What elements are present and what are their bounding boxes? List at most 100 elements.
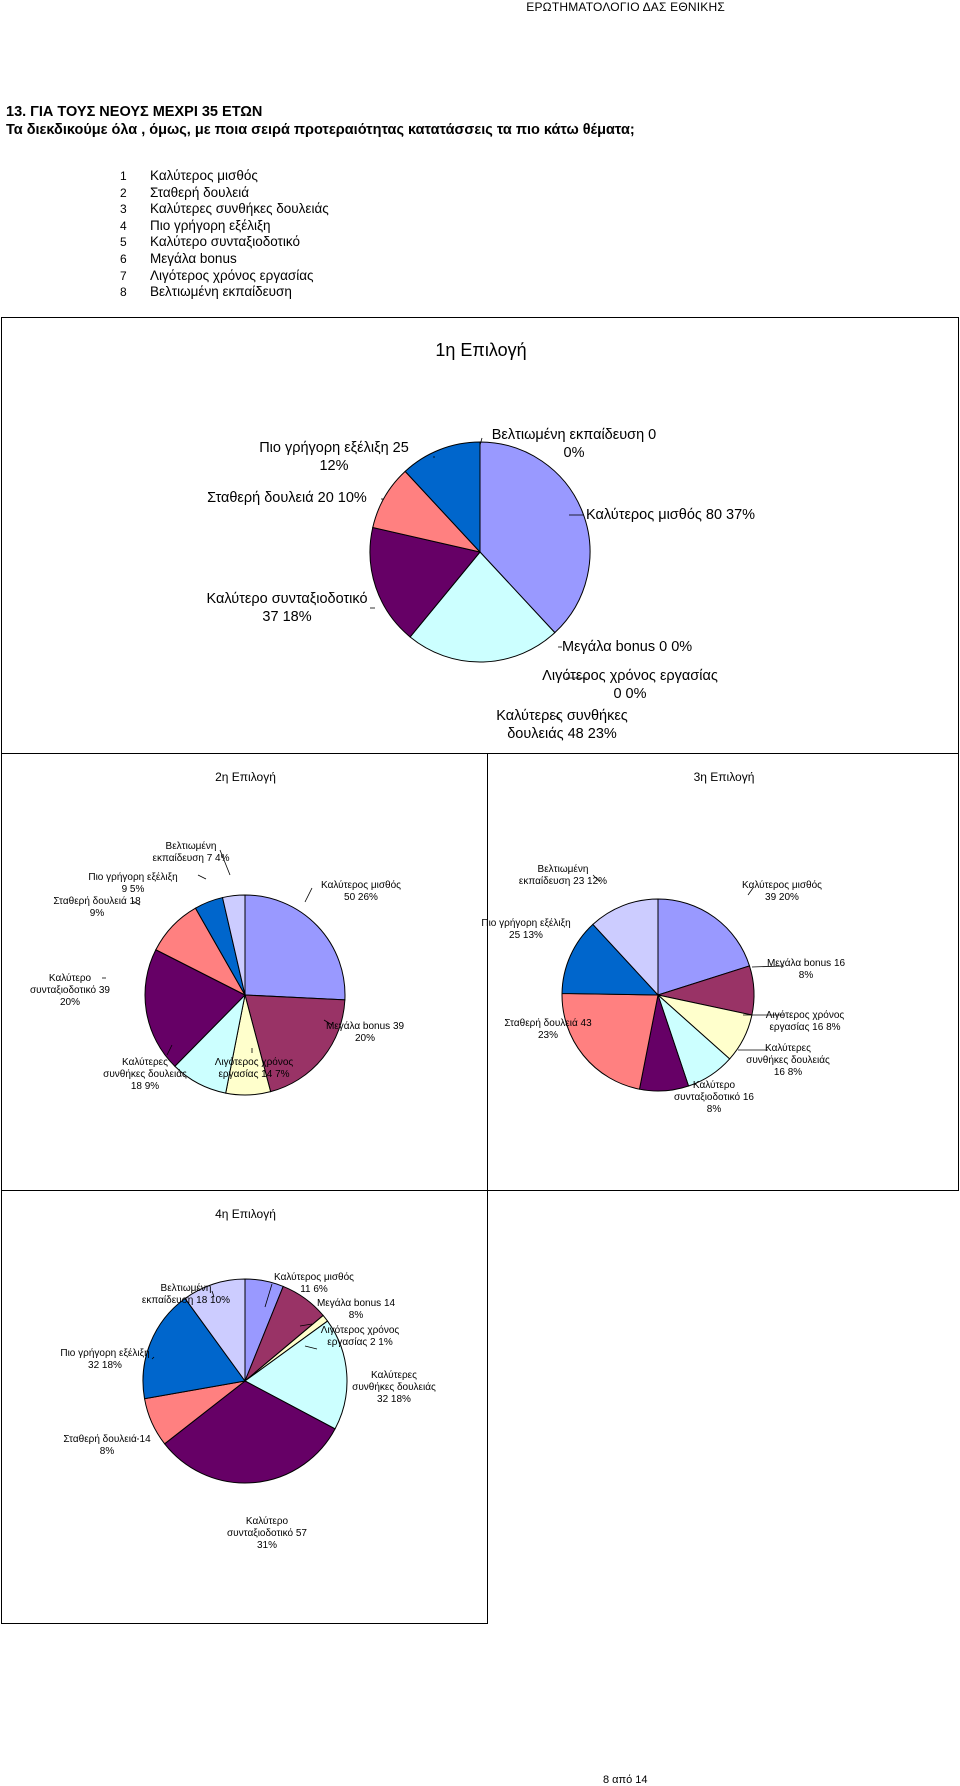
page-header-title: ΕΡΩΤΗΜΑΤΟΛΟΓΙΟ ΔΑΣ ΕΘΝΙΚΗΣ bbox=[526, 0, 725, 14]
option-number: 7 bbox=[120, 268, 127, 283]
pie-slice-salary bbox=[479, 441, 591, 634]
pie-slice-pension bbox=[163, 1380, 336, 1484]
pie-chart-3rd-choice: 3η Επιλογή Καλύτερος μισθός 39 20% Μεγάλα b… bbox=[481, 753, 959, 1191]
pie-slice-bonus bbox=[244, 994, 346, 1093]
data-label-conditions: Καλύτερες συνθήκες δουλειάς 16 8% bbox=[746, 1042, 830, 1078]
data-label-training: Βελτιωμένη εκπαίδευση 7 4% bbox=[152, 840, 229, 864]
pie-slice-conditions bbox=[244, 1320, 348, 1430]
data-label-pension: Καλύτερο συνταξιοδοτικό 16 8% bbox=[674, 1079, 754, 1115]
data-label-faster-growth: Πιο γρήγορη εξέλιξη 25 13% bbox=[481, 917, 570, 941]
leader-line-faster-growth bbox=[151, 1356, 155, 1360]
data-label-less-hours: Λιγότερος χρόνος εργασίας 16 8% bbox=[766, 1009, 845, 1033]
pie-slice-training bbox=[221, 894, 246, 996]
pie-slice-faster-growth bbox=[142, 1297, 246, 1400]
leader-line-training bbox=[211, 1290, 215, 1298]
question-subtitle: Τα διεκδικούμε όλα , όμως, με ποια σειρά… bbox=[6, 122, 635, 138]
option-item: 7 Λιγότερος χρόνος εργασίας bbox=[120, 268, 329, 285]
pie-slice-training bbox=[592, 898, 659, 997]
option-label: Μεγάλα bonus bbox=[150, 250, 237, 266]
pie-slice-training bbox=[184, 1278, 246, 1383]
option-item: 3 Καλύτερες συνθήκες δουλειάς bbox=[120, 201, 329, 218]
leader-line-salary bbox=[304, 887, 313, 903]
chart-title: 1η Επιλογή bbox=[435, 340, 526, 360]
data-label-less-hours: Λιγότερος χρόνος εργασίας 0 0% bbox=[542, 668, 718, 702]
option-item: 4 Πιο γρήγορη εξέλιξη bbox=[120, 218, 329, 235]
data-label-pension: Καλύτερο συνταξιοδοτικό 39 20% bbox=[30, 972, 110, 1008]
page-number: 8 από 14 bbox=[603, 1774, 648, 1786]
data-label-faster-growth: Πιο γρήγορη εξέλιξη 25 12% bbox=[259, 440, 409, 474]
option-number: 2 bbox=[120, 185, 127, 200]
option-label: Βελτιωμένη εκπαίδευση bbox=[150, 284, 292, 300]
data-label-stable-job: Σταθερή δουλειά 43 23% bbox=[504, 1017, 592, 1041]
pie-chart-svg: 2η Επιλογή Καλύτερος μισθός 50 26% Μεγάλα b… bbox=[30, 770, 405, 1096]
option-label: Πιο γρήγορη εξέλιξη bbox=[150, 217, 271, 233]
leader-line-salary bbox=[747, 887, 754, 896]
data-label-pension: Καλύτερο συνταξιοδοτικό 37 18% bbox=[206, 591, 367, 625]
data-label-bonus: Μεγάλα bonus 39 20% bbox=[326, 1020, 405, 1044]
pie-chart-svg: 4η Επιλογή Καλύτερος μισθός 11 6%Μεγάλα bo… bbox=[60, 1207, 436, 1551]
data-label-salary: Καλύτερος μισθός 50 26% bbox=[321, 879, 401, 903]
data-label-faster-growth: Πιο γρήγορη εξέλιξη 32 18% bbox=[60, 1347, 149, 1371]
question-title: 13. ΓΙΑ ΤΟΥΣ ΝΕΟΥΣ ΜΕΧΡΙ 35 ΕΤΩΝ bbox=[6, 104, 263, 120]
pie-chart-svg: 1η Επιλογή Καλύτερος μισθός 80 37% Μεγάλα … bbox=[206, 340, 755, 742]
pie-chart-4th-choice: 4η Επιλογή Καλύτερος μισθός 11 6% Μεγάλα bo… bbox=[1, 1190, 488, 1624]
pie-slice-salary bbox=[657, 898, 751, 996]
data-label-salary: Καλύτερος μισθός 11 6% bbox=[274, 1271, 354, 1295]
data-label-training: Βελτιωμένη εκπαίδευση 0 0% bbox=[492, 427, 657, 461]
leader-line-salary bbox=[264, 1283, 273, 1308]
option-item: 2 Σταθερή δουλειά bbox=[120, 185, 329, 202]
data-label-bonus: Μεγάλα bonus 0 0% bbox=[562, 639, 692, 655]
option-number: 6 bbox=[120, 251, 127, 266]
pie-slice-faster-growth bbox=[404, 441, 481, 554]
pie-chart-2nd-choice: 2η Επιλογή Καλύτερος μισθός 50 26% Μεγάλα b… bbox=[1, 753, 488, 1191]
option-number: 8 bbox=[120, 285, 127, 300]
data-label-training: Βελτιωμένη εκπαίδευση 23 12% bbox=[519, 863, 607, 887]
option-item: 1 Καλύτερος μισθός bbox=[120, 168, 329, 185]
data-label-pension: Καλύτερο συνταξιοδοτικό 57 31% bbox=[227, 1515, 307, 1551]
option-number: 1 bbox=[120, 169, 127, 183]
chart-title: 2η Επιλογή bbox=[215, 770, 276, 784]
leader-line-conditions bbox=[553, 715, 561, 719]
option-label: Σταθερή δουλειά bbox=[150, 184, 250, 200]
pie-slice-faster-growth bbox=[561, 923, 660, 996]
data-label-salary: Καλύτερος μισθός 80 37% bbox=[586, 507, 755, 523]
option-label: Καλύτερες συνθήκες δουλειάς bbox=[150, 201, 329, 217]
chart-title: 4η Επιλογή bbox=[215, 1207, 276, 1221]
options-list: 1 Καλύτερος μισθός 2 Σταθερή δουλειά 3 Καλύ… bbox=[120, 168, 329, 301]
option-number: 5 bbox=[120, 235, 127, 250]
data-label-conditions: Καλύτερες συνθήκες δουλειάς 32 18% bbox=[352, 1369, 436, 1405]
data-label-salary: Καλύτερος μισθός 39 20% bbox=[742, 879, 822, 903]
pie-slice-pension bbox=[369, 526, 481, 638]
data-label-less-hours: Λιγότερος χρόνος εργασίας 2 1% bbox=[321, 1324, 400, 1348]
pie-slice-conditions bbox=[409, 551, 556, 663]
pie-plot-area: Καλύτερος μισθός 50 26% Μεγάλα bonus 39 20%… bbox=[30, 840, 405, 1096]
option-number: 4 bbox=[120, 218, 127, 233]
option-label: Λιγότερος χρόνος εργασίας bbox=[150, 267, 314, 283]
leader-line-stable-job bbox=[131, 900, 141, 906]
leader-line-bonus bbox=[323, 1019, 333, 1026]
data-label-stable-job: Σταθερή δουλειά 14 8% bbox=[63, 1433, 151, 1457]
data-label-less-hours: Λιγότερος χρόνος εργασίας 14 7% bbox=[215, 1056, 294, 1080]
option-label: Καλύτερο συνταξιοδοτικό bbox=[150, 234, 300, 250]
leader-line-faster-growth bbox=[197, 874, 207, 880]
option-number: 3 bbox=[120, 202, 127, 217]
data-label-training: Βελτιωμένη εκπαίδευση 18 10% bbox=[142, 1282, 230, 1306]
leader-line-bonus bbox=[299, 1323, 313, 1327]
pie-plot-area: Καλύτερος μισθός 39 20% Μεγάλα bonus 16 8% Λ… bbox=[481, 863, 845, 1115]
data-label-faster-growth: Πιο γρήγορη εξέλιξη 9 5% bbox=[88, 871, 177, 895]
option-label: Καλύτερος μισθός bbox=[150, 168, 258, 183]
leader-line-bonus bbox=[751, 965, 785, 968]
pie-slice-salary bbox=[244, 894, 346, 1001]
leader-line-conditions bbox=[166, 1044, 173, 1056]
data-label-bonus: Μεγάλα bonus 14 8% bbox=[317, 1297, 396, 1321]
pie-slice-pension bbox=[144, 949, 246, 1067]
data-label-conditions: Καλύτερες συνθήκες δουλειάς 48 23% bbox=[496, 708, 628, 742]
option-item: 8 Βελτιωμένη εκπαίδευση bbox=[120, 284, 329, 301]
leader-line-training bbox=[219, 849, 231, 876]
leader-line-training bbox=[479, 437, 483, 446]
pie-chart-svg: 3η Επιλογή Καλύτερος μισθός 39 20% Μεγάλα b… bbox=[481, 770, 845, 1115]
leader-line-less-hours bbox=[304, 1345, 318, 1350]
pie-slice-stable-job bbox=[561, 992, 659, 1090]
data-label-stable-job: Σταθερή δουλειά 20 10% bbox=[207, 490, 367, 506]
chart-title: 3η Επιλογή bbox=[694, 770, 755, 784]
